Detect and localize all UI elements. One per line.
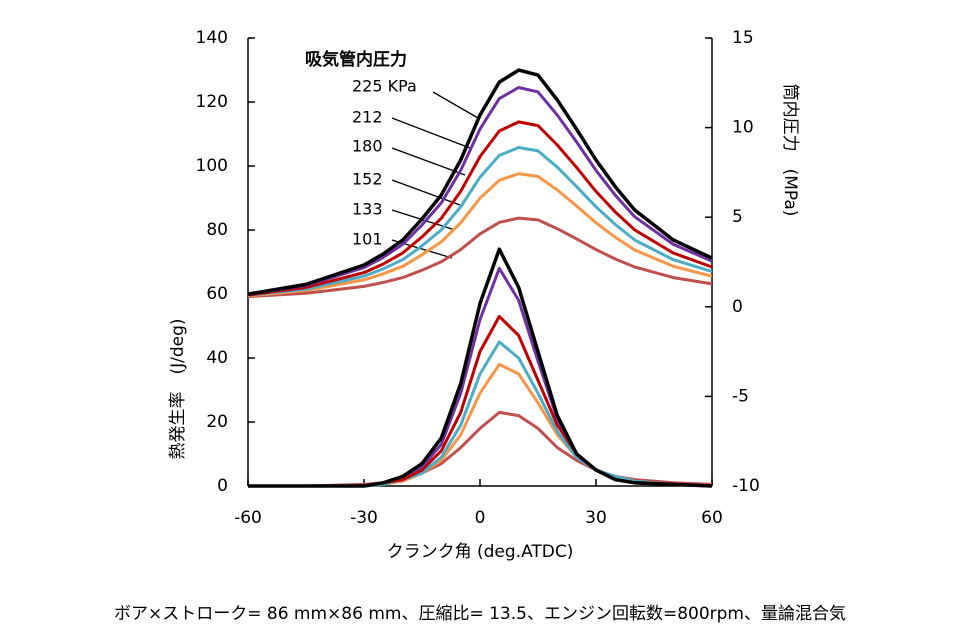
legend-title: 吸気管内圧力: [305, 49, 407, 70]
footnote: ボア×ストローク= 86 mm×86 mm、圧縮比= 13.5、エンジン回転数=…: [114, 604, 846, 624]
leader-line: [391, 147, 466, 176]
x-tick-label: 0: [475, 508, 486, 528]
series-line: [248, 247, 713, 488]
y2-axis-label: 筒内圧力 (MPa): [780, 84, 800, 217]
series-line: [247, 68, 713, 296]
leader-line: [432, 91, 479, 119]
series-line: [248, 362, 713, 488]
leader-lines: [391, 91, 479, 259]
y-tick-label: 20: [206, 412, 228, 432]
series-line: [247, 120, 713, 297]
legend-label: 152: [352, 170, 383, 189]
x-tick-label: 30: [585, 508, 607, 528]
leader-line: [391, 179, 461, 206]
legend-label: 180: [352, 137, 383, 156]
y2-tick-label: -5: [732, 386, 749, 406]
y-tick-label: 40: [206, 348, 228, 368]
series-line: [247, 146, 713, 297]
legend-label: 101: [352, 230, 383, 249]
y-tick-label: 140: [196, 28, 228, 48]
y-tick-label: 80: [206, 220, 228, 240]
series-line: [248, 314, 713, 488]
y-tick-label: 100: [196, 156, 228, 176]
y2-tick-label: 0: [732, 297, 743, 317]
legend-label: 212: [352, 108, 383, 127]
legend-label: 225 KPa: [352, 77, 417, 96]
y-tick-label: 60: [206, 284, 228, 304]
y2-tick-label: 10: [732, 118, 754, 138]
x-axis-label: クランク角 (deg.ATDC): [387, 542, 574, 562]
x-tick-label: -60: [234, 508, 262, 528]
y2-tick-label: -10: [732, 476, 760, 496]
x-tick-label: -30: [350, 508, 378, 528]
legend-label: 133: [352, 200, 383, 219]
x-tick-label: 60: [701, 508, 723, 528]
y2-tick-label: 5: [732, 207, 743, 227]
series-line: [247, 86, 713, 296]
series-line: [248, 410, 713, 488]
y-axis-label: 熱発生率 (J/deg): [168, 318, 188, 459]
series-line: [248, 340, 713, 488]
series-line: [247, 172, 713, 298]
leader-line: [391, 117, 471, 149]
y-tick-label: 0: [217, 476, 228, 496]
y2-tick-label: 15: [732, 28, 754, 48]
series-line: [247, 216, 713, 299]
y-tick-label: 120: [196, 92, 228, 112]
